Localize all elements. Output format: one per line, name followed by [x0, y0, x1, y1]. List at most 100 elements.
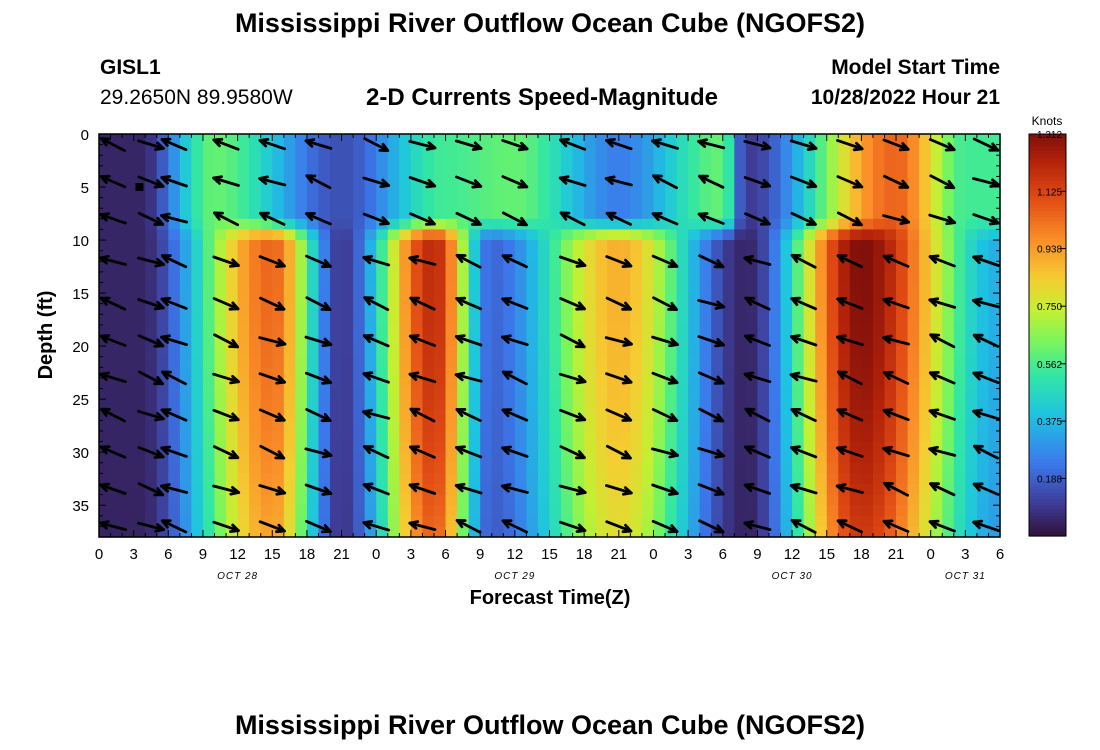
heatmap-cell [168, 187, 181, 199]
heatmap-cell [919, 377, 932, 390]
heatmap-cell [433, 409, 447, 421]
heatmap-cell [919, 483, 932, 496]
heatmap-cell [792, 324, 805, 337]
heatmap-cell [549, 346, 562, 358]
heatmap-cell [202, 134, 216, 146]
heatmap-cell [445, 399, 458, 411]
heatmap-cell [433, 399, 447, 411]
heatmap-cell [572, 324, 585, 337]
current-vector-arrow [501, 254, 528, 269]
heatmap-cell [503, 335, 516, 347]
heatmap-cell [561, 420, 574, 432]
heatmap-cell [526, 452, 539, 464]
heatmap-cell [202, 271, 216, 284]
colorbar-segment [1029, 335, 1066, 339]
heatmap-cell [110, 367, 123, 379]
heatmap-cell [872, 187, 886, 199]
heatmap-cell [919, 420, 932, 432]
heatmap-cell [584, 229, 597, 241]
heatmap-cell [330, 505, 343, 517]
heatmap-cell [757, 377, 770, 390]
colorbar-segment [1029, 472, 1066, 477]
current-vector-arrow [697, 138, 726, 150]
heatmap-cell [861, 176, 874, 188]
heatmap-cell [468, 134, 481, 146]
heatmap-cell [353, 420, 366, 432]
heatmap-cell [503, 176, 516, 188]
heatmap-cell [653, 526, 666, 538]
heatmap-cell [491, 271, 504, 284]
current-vector-arrow [160, 519, 188, 534]
heatmap-cell [872, 526, 886, 538]
heatmap-cell [838, 208, 851, 220]
heatmap-cell [896, 515, 909, 527]
heatmap-cell [907, 314, 920, 326]
heatmap-cell [792, 430, 805, 443]
heatmap-cell [353, 335, 366, 347]
heatmap-cell [376, 208, 389, 220]
heatmap-cell [237, 187, 250, 199]
heatmap-cell [272, 441, 285, 453]
heatmap-cell [549, 494, 562, 506]
heatmap-cell [110, 346, 123, 358]
heatmap-cell [907, 367, 920, 379]
heatmap-cell [330, 377, 343, 390]
colorbar-segment [1029, 190, 1066, 195]
heatmap-cell [745, 282, 759, 294]
current-vector-arrow [455, 445, 483, 459]
current-vector-arrow [743, 254, 772, 266]
heatmap-cell [179, 134, 193, 146]
current-vector-arrow [137, 409, 165, 422]
colorbar-segment [1029, 388, 1066, 393]
heatmap-cell [237, 218, 250, 231]
heatmap-cell [699, 388, 712, 400]
heatmap-cell [202, 314, 216, 326]
heatmap-cell [803, 526, 816, 538]
heatmap-cell [630, 282, 643, 294]
heatmap-cell [618, 367, 631, 379]
heatmap-cell [526, 494, 539, 506]
heatmap-cell [156, 197, 169, 209]
heatmap-cell [768, 240, 782, 252]
heatmap-cell [364, 240, 377, 252]
current-vector-arrow [259, 296, 286, 311]
heatmap-cell [399, 324, 412, 337]
heatmap-cell [861, 240, 874, 252]
heatmap-cell [249, 515, 262, 527]
colorbar-segment [1029, 532, 1066, 537]
heatmap-cell [676, 271, 689, 284]
heatmap-cell [641, 144, 655, 156]
heatmap-cell [953, 229, 966, 241]
heatmap-cell [156, 176, 169, 188]
current-vector-arrow [697, 298, 726, 310]
heatmap-cell [341, 218, 354, 231]
heatmap-cell [295, 367, 308, 379]
heatmap-cell [410, 526, 424, 538]
current-vector-arrow [882, 138, 910, 152]
heatmap-cell [399, 526, 412, 538]
colorbar-segment [1029, 495, 1066, 500]
heatmap-cell [676, 282, 689, 294]
current-vector-arrow [790, 407, 817, 423]
current-vector-arrow [362, 482, 390, 496]
heatmap-cell [953, 473, 966, 485]
heatmap-cell [815, 430, 828, 443]
heatmap-cell [514, 367, 527, 379]
colorbar-segment [1029, 177, 1066, 182]
heatmap-cell [861, 526, 874, 538]
heatmap-cell [272, 250, 285, 262]
heatmap-cell [699, 483, 712, 496]
heatmap-cell [630, 409, 643, 421]
heatmap-cell [168, 303, 181, 315]
heatmap-cell [896, 356, 909, 368]
heatmap-cell [641, 303, 655, 315]
heatmap-cell [722, 515, 735, 527]
heatmap-cell [641, 134, 655, 146]
heatmap-cell [353, 240, 366, 252]
heatmap-cell [110, 430, 123, 443]
heatmap-cell [526, 144, 539, 156]
current-vector-arrow [882, 297, 910, 310]
current-vector-arrow [137, 482, 165, 497]
x-tick-label: 18 [576, 546, 593, 563]
heatmap-cell [191, 452, 204, 464]
